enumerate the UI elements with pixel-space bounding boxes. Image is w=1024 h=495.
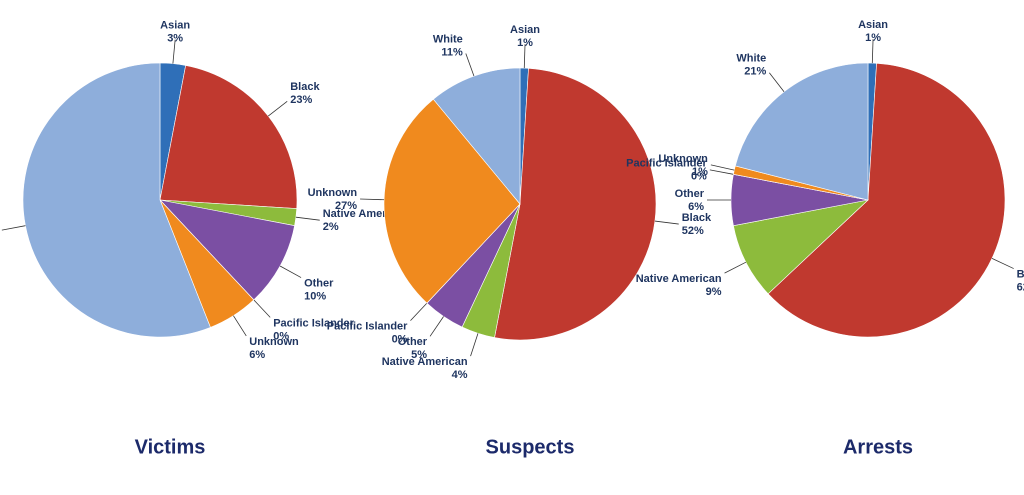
slice-category: Pacific Islander <box>626 158 707 170</box>
leader-line <box>268 101 288 117</box>
slice-value: 0% <box>691 171 707 183</box>
slice-value: 1% <box>865 32 881 44</box>
leader-line <box>523 44 526 69</box>
slice-value: 1% <box>692 166 708 178</box>
slice-value: 0% <box>273 330 289 342</box>
pie-slice <box>734 62 869 201</box>
slice-value: 23% <box>290 94 312 106</box>
slice-category: Black <box>290 81 320 93</box>
slice-value: 4% <box>452 369 468 381</box>
leader-line <box>654 220 679 225</box>
leader-line <box>295 216 320 221</box>
slice-category: Pacific Islander <box>273 317 354 329</box>
leader-line <box>709 169 734 175</box>
slice-value: 1% <box>517 37 533 49</box>
chart-title: Victims <box>135 436 206 458</box>
slice-value: 27% <box>335 200 357 212</box>
slice-category: Unknown <box>658 153 708 165</box>
slice-category: Other <box>304 277 334 289</box>
slice-category: Other <box>398 336 428 348</box>
slice-category: Native American <box>636 273 722 285</box>
slice-category: Black <box>682 212 712 224</box>
slice-value: 10% <box>304 290 326 302</box>
leader-line <box>769 72 785 92</box>
pie-slice <box>159 65 298 209</box>
leader-line <box>991 257 1014 269</box>
leader-line <box>429 316 444 337</box>
slice-value: 6% <box>249 349 265 361</box>
slice-value: 5% <box>411 349 427 361</box>
slice-value: 2% <box>323 221 339 233</box>
slice-category: White <box>433 33 463 45</box>
leader-line <box>710 164 735 171</box>
chart-title: Suspects <box>486 436 575 458</box>
slice-value: 11% <box>441 46 463 58</box>
slice-category: Pacific Islander <box>327 321 408 333</box>
slice-category: Asian <box>858 19 888 31</box>
leader-line <box>465 53 475 77</box>
slice-category: Unknown <box>308 187 358 199</box>
slice-category: Black <box>1017 268 1024 280</box>
slice-category: Native American <box>382 356 468 368</box>
leader-line <box>871 39 874 64</box>
slice-value: 62% <box>1017 281 1024 293</box>
leader-line <box>410 302 428 321</box>
leader-line <box>1 225 26 231</box>
slice-value: 3% <box>167 33 183 45</box>
leader-line <box>253 299 271 318</box>
leader-line <box>360 198 385 201</box>
leader-line <box>172 39 176 64</box>
slice-category: White <box>736 53 766 65</box>
slice-category: Other <box>675 188 705 200</box>
leader-line <box>279 265 302 278</box>
slice-category: Unknown <box>249 336 299 348</box>
chart-title: Arrests <box>843 436 913 458</box>
slice-value: 0% <box>392 334 408 346</box>
slice-value: 6% <box>688 201 704 213</box>
slice-category: Asian <box>160 20 190 32</box>
slice-value: 21% <box>744 66 766 78</box>
slice-value: 52% <box>682 225 704 237</box>
leader-line <box>233 315 247 337</box>
slice-category: Asian <box>510 24 540 36</box>
slice-value: 9% <box>706 286 722 298</box>
leader-line <box>724 261 747 274</box>
pie-slice <box>767 62 1006 338</box>
pie-slice <box>159 199 295 301</box>
leader-line <box>470 333 479 357</box>
